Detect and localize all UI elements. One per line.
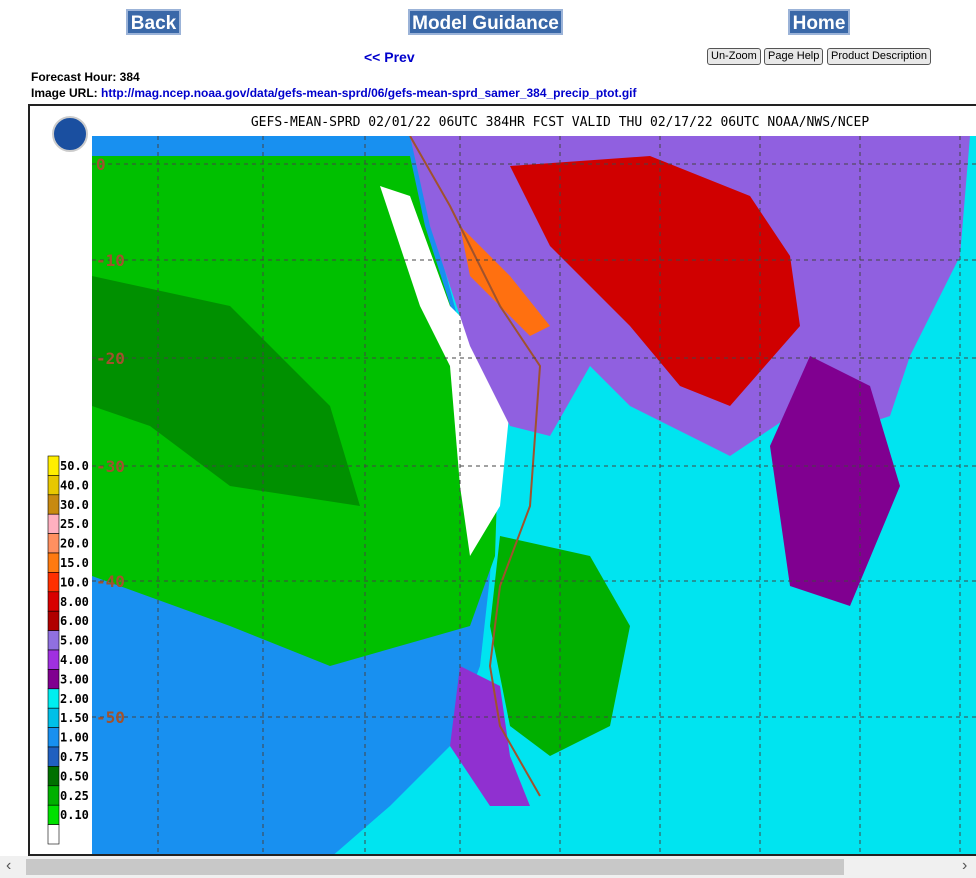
legend-swatch [47, 475, 60, 496]
home-button[interactable]: Home [788, 9, 850, 35]
noaa-logo [52, 116, 88, 152]
map-image: GEFS-MEAN-SPRD 02/01/22 06UTC 384HR FCST… [28, 104, 976, 856]
legend-label: 0.25 [60, 789, 89, 803]
lat-label: -10 [96, 251, 125, 270]
image-url-row: Image URL: http://mag.ncep.noaa.gov/data… [31, 86, 637, 100]
legend-swatch [47, 824, 60, 845]
legend-swatch [47, 746, 60, 767]
prev-link[interactable]: << Prev [364, 49, 415, 65]
legend-swatch [47, 455, 60, 476]
model-guidance-button[interactable]: Model Guidance [408, 9, 563, 35]
scroll-thumb[interactable] [26, 859, 844, 875]
page-help-button[interactable]: Page Help [764, 48, 824, 65]
legend-label: 8.00 [60, 595, 89, 609]
lat-label: 0 [96, 155, 106, 174]
legend-swatch [47, 610, 60, 631]
map-title: GEFS-MEAN-SPRD 02/01/22 06UTC 384HR FCST… [251, 115, 869, 130]
legend-label: 2.00 [60, 692, 89, 706]
product-description-button[interactable]: Product Description [827, 48, 931, 65]
scroll-left[interactable]: ‹ [6, 857, 12, 874]
legend-label: 5.00 [60, 634, 89, 648]
patagonia-green [490, 536, 630, 756]
legend-label: 6.00 [60, 614, 89, 628]
green-dark [92, 276, 360, 506]
legend-label: 20.0 [60, 537, 89, 551]
legend-swatch [47, 552, 60, 573]
chile-south [450, 666, 530, 806]
unzoom-button[interactable]: Un-Zoom [707, 48, 761, 65]
legend-label: 4.00 [60, 653, 89, 667]
title-bar [30, 106, 976, 136]
legend-swatch [47, 804, 60, 825]
lat-label: -20 [96, 349, 125, 368]
image-url-label: Image URL: [31, 86, 98, 100]
image-url-link[interactable]: http://mag.ncep.noaa.gov/data/gefs-mean-… [101, 86, 637, 100]
legend-swatch [47, 513, 60, 534]
legend-swatch [47, 494, 60, 515]
legend-label: 0.50 [60, 769, 89, 783]
legend-swatch [47, 630, 60, 651]
purple-east [770, 356, 900, 606]
legend-label: 3.00 [60, 672, 89, 686]
legend-label: 1.50 [60, 711, 89, 725]
dry-coast [380, 186, 510, 556]
legend-label: 1.00 [60, 731, 89, 745]
legend-swatch [47, 533, 60, 554]
legend-label: 15.0 [60, 556, 89, 570]
legend-swatch [47, 727, 60, 748]
forecast-hour: Forecast Hour: 384 [31, 70, 140, 84]
legend-swatch [47, 649, 60, 670]
left-margin [30, 136, 92, 854]
lat-label: -40 [96, 572, 125, 591]
red-region [510, 156, 800, 406]
legend-swatch [47, 572, 60, 593]
legend-label: 0.10 [60, 808, 89, 822]
legend-swatch [47, 591, 60, 612]
lat-label: -30 [96, 457, 125, 476]
legend-label: 40.0 [60, 478, 89, 492]
legend-swatch [47, 688, 60, 709]
legend-label: 50.0 [60, 459, 89, 473]
legend-swatch [47, 785, 60, 806]
lat-label: -50 [96, 708, 125, 727]
horizontal-scrollbar[interactable]: ‹ › [0, 856, 976, 878]
legend-label: 10.0 [60, 575, 89, 589]
scroll-right[interactable]: › [962, 857, 968, 874]
orange-band [460, 226, 550, 336]
legend-label: 30.0 [60, 498, 89, 512]
legend-swatch [47, 766, 60, 787]
back-button[interactable]: Back [126, 9, 181, 35]
legend-label: 25.0 [60, 517, 89, 531]
map: GEFS-MEAN-SPRD 02/01/22 06UTC 384HR FCST… [30, 106, 976, 854]
legend-swatch [47, 707, 60, 728]
legend-swatch [47, 669, 60, 690]
coastline [409, 135, 542, 797]
legend-label: 0.75 [60, 750, 89, 764]
